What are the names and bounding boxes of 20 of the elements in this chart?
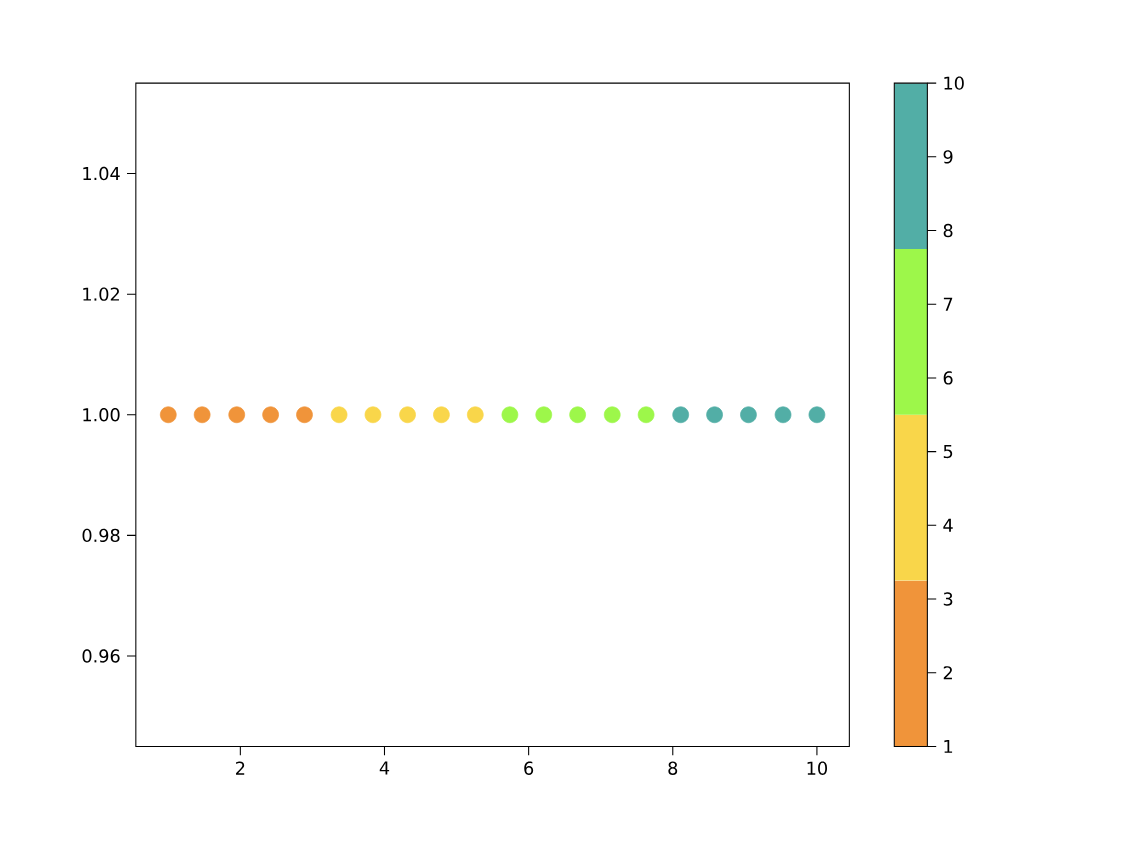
x-tick-label: 10 <box>807 761 828 775</box>
y-tick-label: 0.96 <box>82 649 120 663</box>
color-bar-label: 7 <box>943 297 953 311</box>
y-tick-label: 1.00 <box>83 408 120 422</box>
color-bar-label: 6 <box>943 371 953 385</box>
color-bar-label: 4 <box>943 518 953 532</box>
color-bar-label: 8 <box>943 223 953 238</box>
color-bar-label: 9 <box>943 150 953 164</box>
color-bar-label: 1 <box>944 739 953 753</box>
x-tick-label: 6 <box>524 761 534 775</box>
y-tick-label: 0.98 <box>82 528 120 543</box>
x-tick-label: 8 <box>668 761 678 775</box>
y-tick-label: 1.02 <box>83 287 119 301</box>
color-bar-label: 2 <box>943 666 952 680</box>
x-tick-label: 4 <box>379 761 390 775</box>
color-bar-label: 10 <box>944 76 964 90</box>
y-tick-label: 1.04 <box>83 166 120 181</box>
color-bar-label: 3 <box>943 592 953 606</box>
color-bar-label: 5 <box>943 445 953 459</box>
x-tick-label: 2 <box>236 761 245 775</box>
